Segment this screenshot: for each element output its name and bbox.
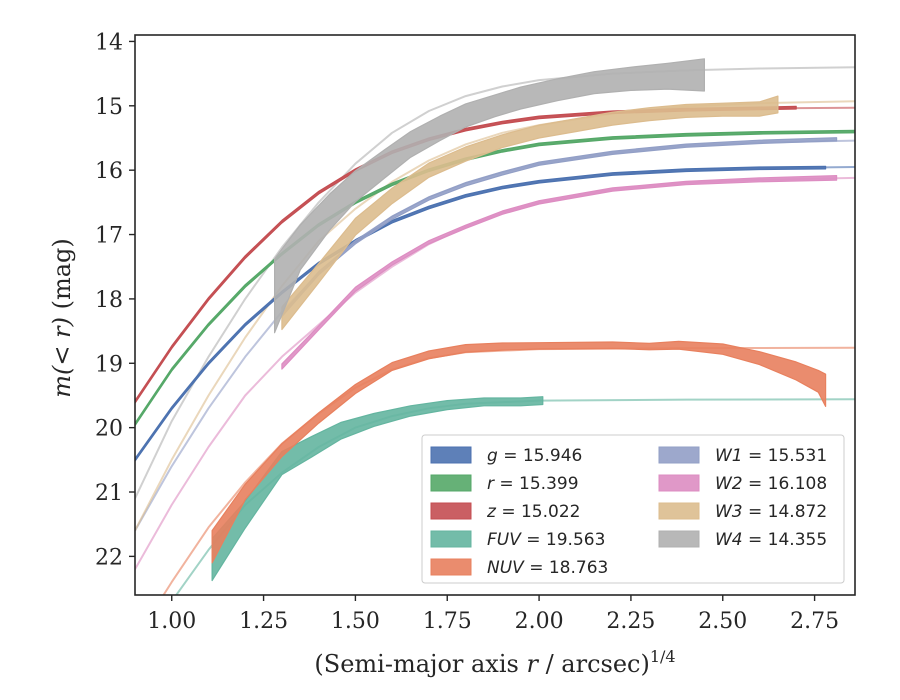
x-tick-label: 1.50 — [331, 609, 380, 634]
plot-frame — [134, 34, 856, 596]
x-tick-label: 1.25 — [239, 609, 288, 634]
y-tick-label: 14 — [95, 30, 123, 55]
y-axis-label: m(< r) (mag) — [48, 238, 76, 398]
model-curve-g — [135, 166, 855, 461]
legend-swatch — [658, 530, 700, 548]
x-tick-label: 2.75 — [790, 609, 839, 634]
legend-label: FUV = 19.563 — [487, 530, 605, 550]
legend-box — [421, 434, 845, 584]
legend-swatch — [430, 558, 472, 576]
x-tick-label: 1.00 — [147, 609, 196, 634]
legend-swatch — [430, 530, 472, 548]
observed-band-w1 — [281, 137, 838, 318]
x-tick-label: 2.00 — [515, 609, 564, 634]
y-tick-label: 19 — [95, 352, 123, 377]
observed-band-w2 — [281, 175, 838, 370]
legend-swatch — [658, 446, 700, 464]
observed-band-fuv — [211, 396, 544, 582]
legend-swatch — [430, 474, 472, 492]
legend-label: W1 = 15.531 — [715, 446, 827, 466]
y-tick-label: 20 — [95, 417, 123, 442]
legend-label: W3 = 14.872 — [715, 502, 827, 522]
legend-item-nuv: NUV = 18.763 — [430, 558, 608, 578]
y-tick-label: 16 — [95, 159, 123, 184]
legend-label: W4 = 14.355 — [715, 530, 827, 550]
legend-label: r = 15.399 — [487, 474, 579, 494]
legend-label: z = 15.022 — [486, 502, 580, 522]
y-tick-label: 15 — [95, 95, 123, 120]
legend-item-g: g = 15.946 — [430, 446, 582, 466]
legend-item-w2: W2 = 16.108 — [658, 474, 827, 494]
observed-band-w4 — [274, 58, 705, 334]
legend-swatch — [430, 446, 472, 464]
x-tick-label: 2.25 — [606, 609, 655, 634]
y-tick-label: 18 — [95, 288, 123, 313]
legend-swatch — [430, 502, 472, 520]
legend-label: W2 = 16.108 — [715, 474, 827, 494]
x-tick-label: 2.50 — [698, 609, 747, 634]
y-tick-label: 17 — [95, 224, 123, 249]
observed-bands — [135, 58, 855, 582]
x-axis: 1.00 1.25 1.50 1.75 2.00 2.25 2.50 2.75 — [147, 595, 839, 634]
legend-item-w1: W1 = 15.531 — [658, 446, 827, 466]
legend-swatch — [658, 474, 700, 492]
observed-band-w3 — [281, 95, 779, 331]
legend-swatch — [658, 502, 700, 520]
legend-item-fuv: FUV = 19.563 — [430, 530, 605, 550]
x-tick-label: 1.75 — [423, 609, 472, 634]
observed-band-z — [135, 105, 797, 404]
legend-item-w4: W4 = 14.355 — [658, 530, 827, 550]
legend-item-r: r = 15.399 — [430, 474, 579, 494]
legend-item-z: z = 15.022 — [430, 502, 580, 522]
y-axis: 14 15 16 17 18 19 20 21 22 — [95, 30, 135, 570]
legend-label: g = 15.946 — [487, 446, 582, 466]
y-tick-label: 21 — [95, 481, 123, 506]
y-tick-label: 22 — [95, 545, 123, 570]
observed-band-g — [135, 165, 827, 462]
x-axis-label: (Semi-major axis r / arcsec)1/4 — [314, 647, 675, 678]
legend-item-w3: W3 = 14.872 — [658, 502, 827, 522]
observed-band-nuv — [211, 340, 827, 564]
legend: g = 15.946 r = 15.399 z = 15.022 FUV = 19.5… — [421, 434, 845, 584]
legend-label: NUV = 18.763 — [487, 558, 608, 578]
